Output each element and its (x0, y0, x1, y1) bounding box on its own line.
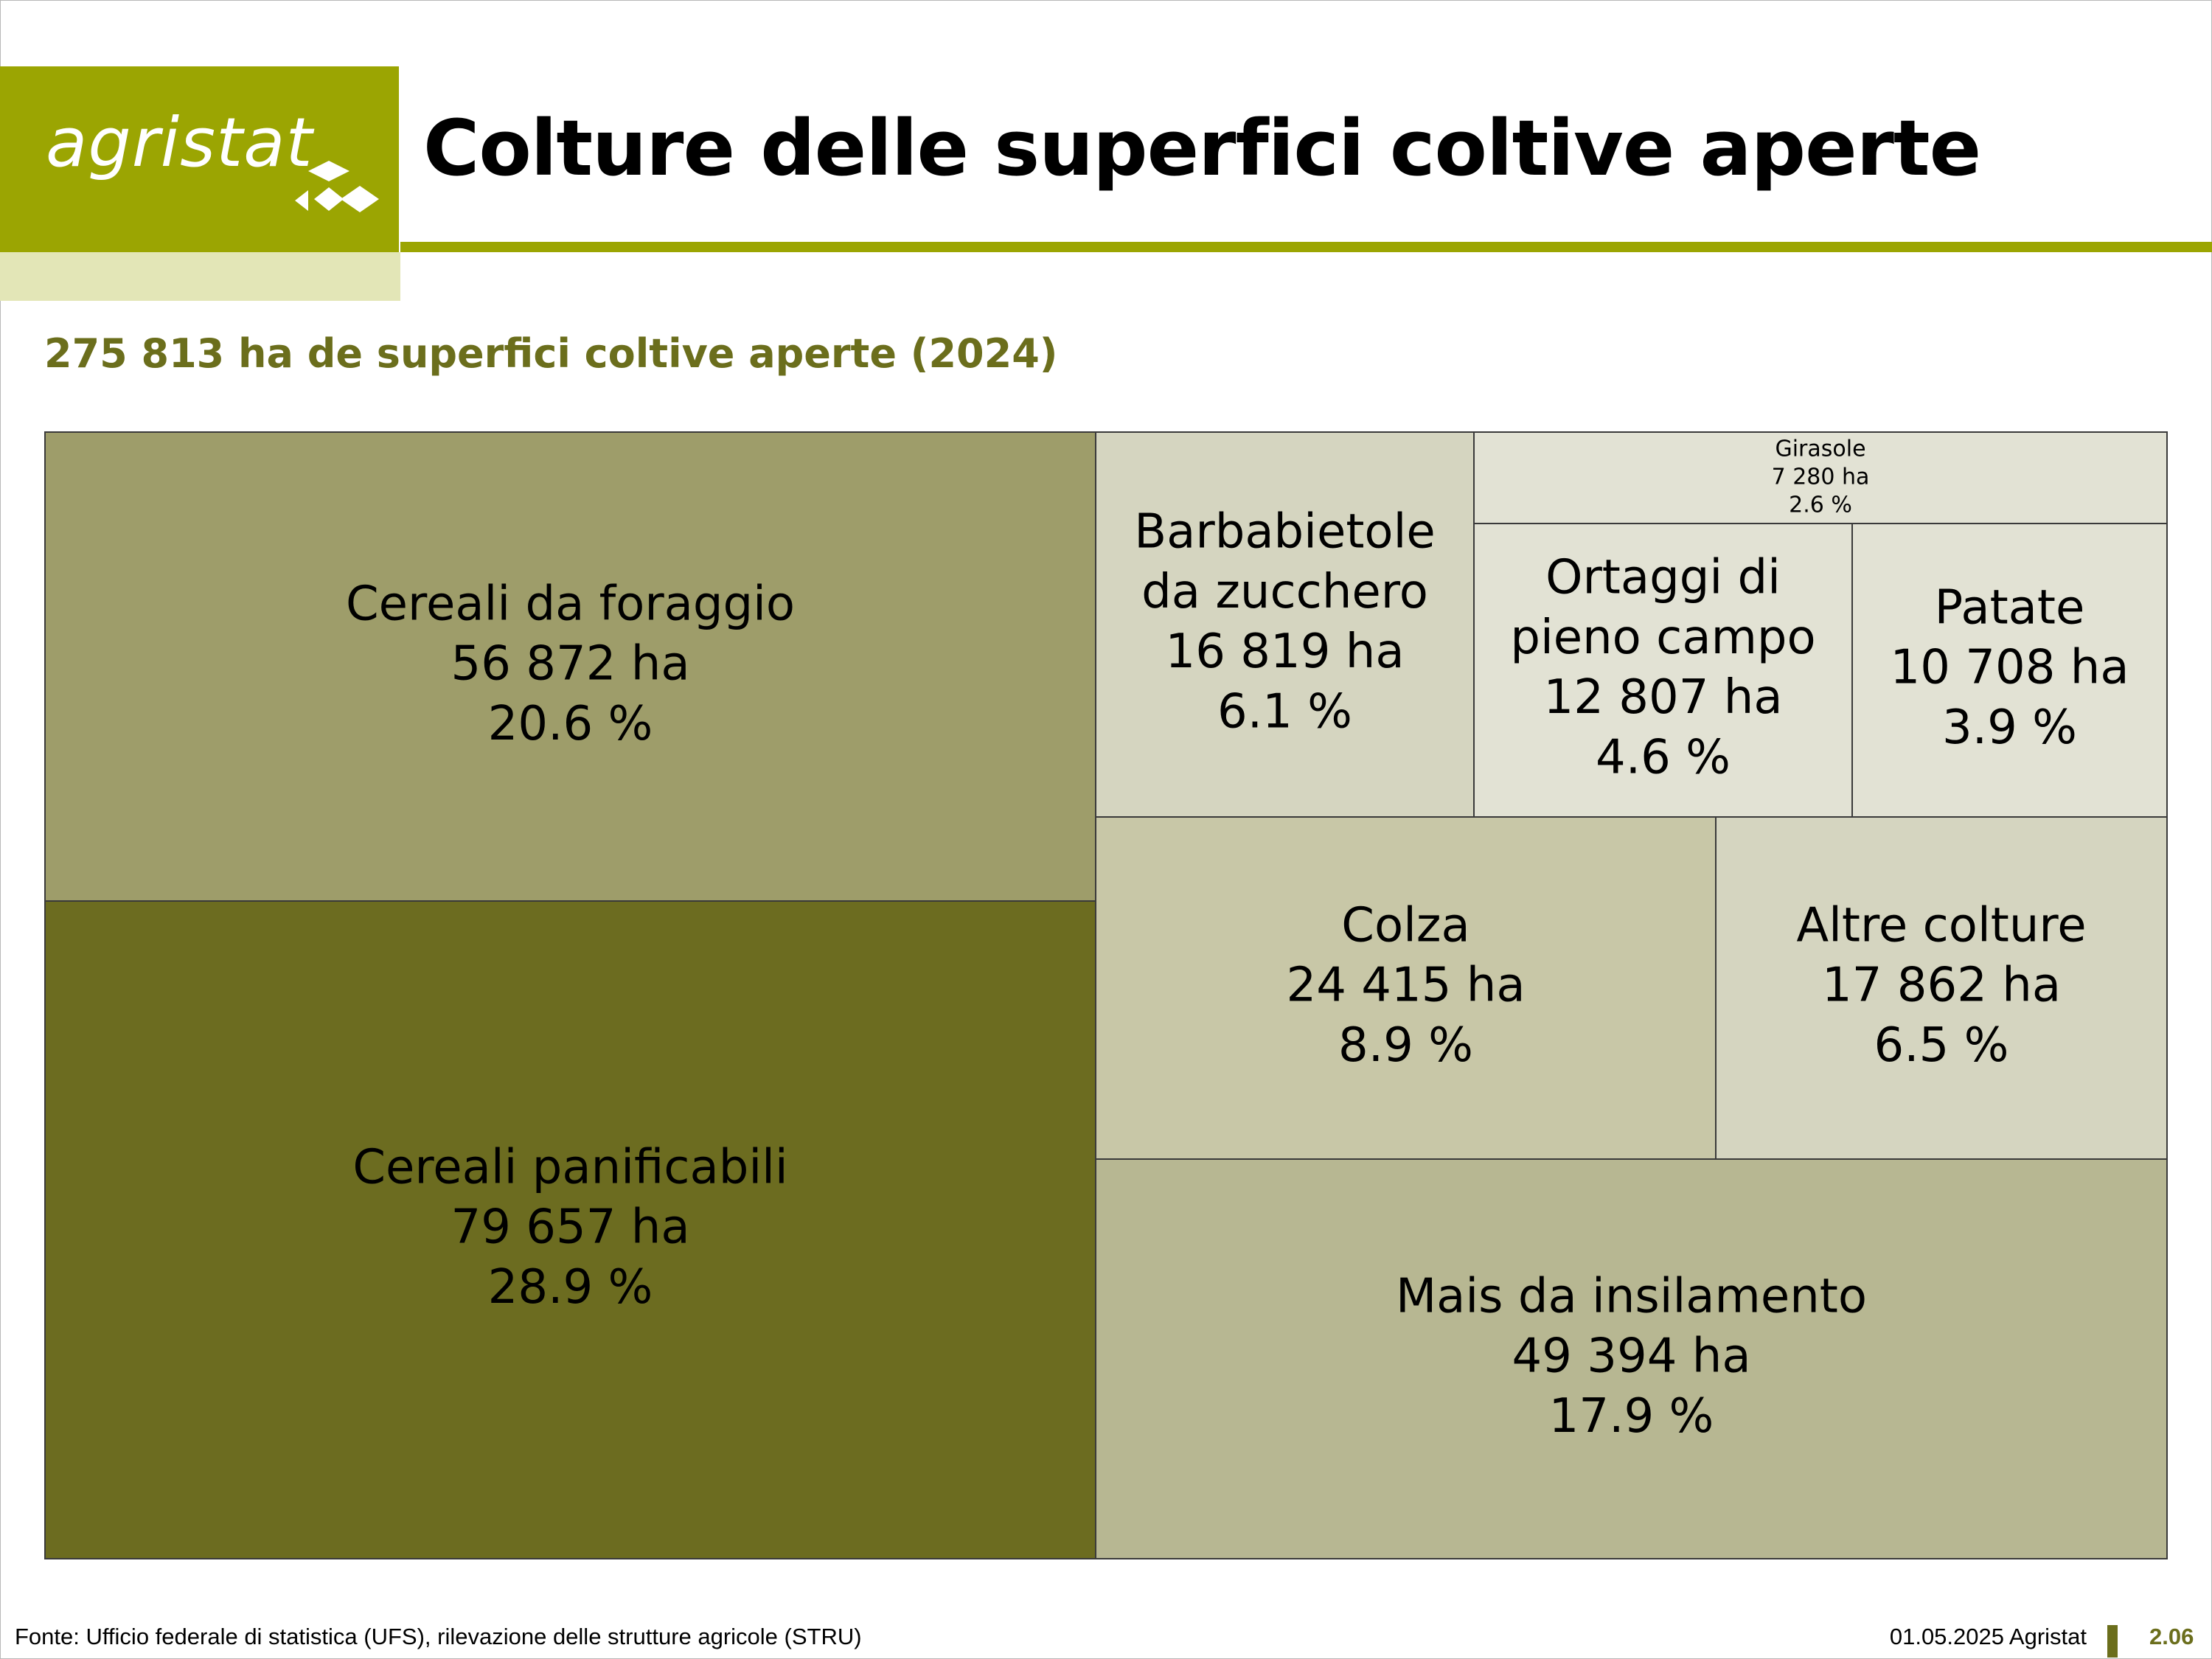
page-title: Colture delle superfici coltive aperte (423, 103, 1981, 193)
treemap-name-line: pieno campo (1510, 611, 1815, 665)
treemap-cell-altre-colture: Altre colture 17 862 ha 6.5 % (1715, 816, 2168, 1160)
treemap-percent-label: 2.6 % (1789, 493, 1852, 518)
treemap-percent-label: 20.6 % (488, 697, 653, 751)
treemap-label: Cereali da foraggio 56 872 ha 20.6 % (346, 577, 795, 751)
treemap-percent-label: 6.5 % (1874, 1018, 2009, 1073)
treemap-label: Patate 10 708 ha 3.9 % (1890, 580, 2129, 755)
title-rule (400, 242, 2212, 252)
treemap-rect (1473, 523, 1853, 818)
logo-band (0, 252, 400, 301)
treemap-rect (1715, 816, 2168, 1160)
treemap-value-label: 56 872 ha (451, 637, 689, 692)
treemap-value-label: 79 657 ha (451, 1200, 689, 1255)
treemap-label: Barbabietole da zucchero 16 819 ha 6.1 % (1134, 505, 1435, 740)
treemap-cell-cereali-da-foraggio: Cereali da foraggio 56 872 ha 20.6 % (44, 431, 1096, 902)
treemap-label: Ortaggi di pieno campo 12 807 ha 4.6 % (1510, 551, 1815, 785)
treemap-rect (1095, 1158, 2168, 1559)
treemap-percent-label: 28.9 % (488, 1260, 653, 1315)
treemap-percent-label: 4.6 % (1596, 730, 1731, 785)
treemap-cell-mais-da-insilamento: Mais da insilamento 49 394 ha 17.9 % (1095, 1158, 2168, 1559)
chart-subtitle: 275 813 ha de superfici coltive aperte (… (44, 330, 1058, 377)
treemap-value-label: 24 415 ha (1286, 959, 1525, 1013)
footer-date: 01.05.2025 Agristat (1889, 1624, 2087, 1649)
treemap-cell-patate: Patate 10 708 ha 3.9 % (1851, 523, 2168, 818)
treemap-label: Girasole 7 280 ha 2.6 % (1772, 436, 1870, 518)
treemap-rect (1095, 431, 1475, 818)
footer-source: Fonte: Ufficio federale di statistica (U… (15, 1624, 862, 1649)
treemap-label: Mais da insilamento 49 394 ha 17.9 % (1396, 1269, 1867, 1444)
treemap-value-label: 16 819 ha (1165, 625, 1404, 679)
treemap-cell-colza: Colza 24 415 ha 8.9 % (1095, 816, 1717, 1160)
treemap-value-label: 17 862 ha (1822, 959, 2061, 1013)
treemap-label: Cereali panificabili 79 657 ha 28.9 % (352, 1140, 787, 1315)
agristat-logo (0, 66, 399, 252)
treemap-name-line: Colza (1341, 898, 1470, 953)
treemap-percent-label: 6.1 % (1217, 684, 1352, 739)
treemap-name-line: Ortaggi di (1545, 551, 1781, 605)
treemap-value-label: 10 708 ha (1890, 641, 2129, 695)
treemap-name-line: Altre colture (1796, 898, 2086, 953)
page-number: 2.06 (2149, 1624, 2194, 1649)
treemap-rect (1473, 431, 2168, 524)
treemap-percent-label: 8.9 % (1338, 1018, 1473, 1073)
treemap-rect (44, 900, 1096, 1559)
treemap-label: Colza 24 415 ha 8.9 % (1286, 898, 1525, 1073)
treemap-percent-label: 3.9 % (1942, 700, 2077, 755)
treemap-cell-cereali-panificabili: Cereali panificabili 79 657 ha 28.9 % (44, 900, 1096, 1559)
logo-wordmark: agristat (46, 103, 313, 182)
treemap-label: Altre colture 17 862 ha 6.5 % (1796, 898, 2086, 1073)
treemap-value-label: 7 280 ha (1772, 465, 1870, 490)
footer-divider (2107, 1625, 2118, 1658)
treemap-name-line: Cereali da foraggio (346, 577, 795, 631)
treemap-name-line: Barbabietole (1134, 505, 1435, 560)
treemap-name-line: Girasole (1775, 436, 1865, 462)
treemap-name-line: da zucchero (1141, 565, 1428, 619)
logo-diamonds-icon (295, 161, 379, 212)
treemap-rect (1095, 816, 1717, 1160)
treemap-value-label: 12 807 ha (1543, 670, 1782, 725)
treemap-cell-ortaggi-di-pieno-campo: Ortaggi di pieno campo 12 807 ha 4.6 % (1473, 523, 1853, 818)
treemap-name-line: Patate (1935, 580, 2085, 635)
treemap-rect (1851, 523, 2168, 818)
treemap-cell-girasole: Girasole 7 280 ha 2.6 % (1473, 431, 2168, 524)
treemap-rect (44, 431, 1096, 902)
treemap-name-line: Cereali panificabili (352, 1140, 787, 1194)
treemap-percent-label: 17.9 % (1549, 1389, 1714, 1444)
treemap-name-line: Mais da insilamento (1396, 1269, 1867, 1324)
treemap-cell-barbabietole-da-zucchero: Barbabietole da zucchero 16 819 ha 6.1 % (1095, 431, 1475, 818)
treemap-value-label: 49 394 ha (1512, 1329, 1750, 1384)
